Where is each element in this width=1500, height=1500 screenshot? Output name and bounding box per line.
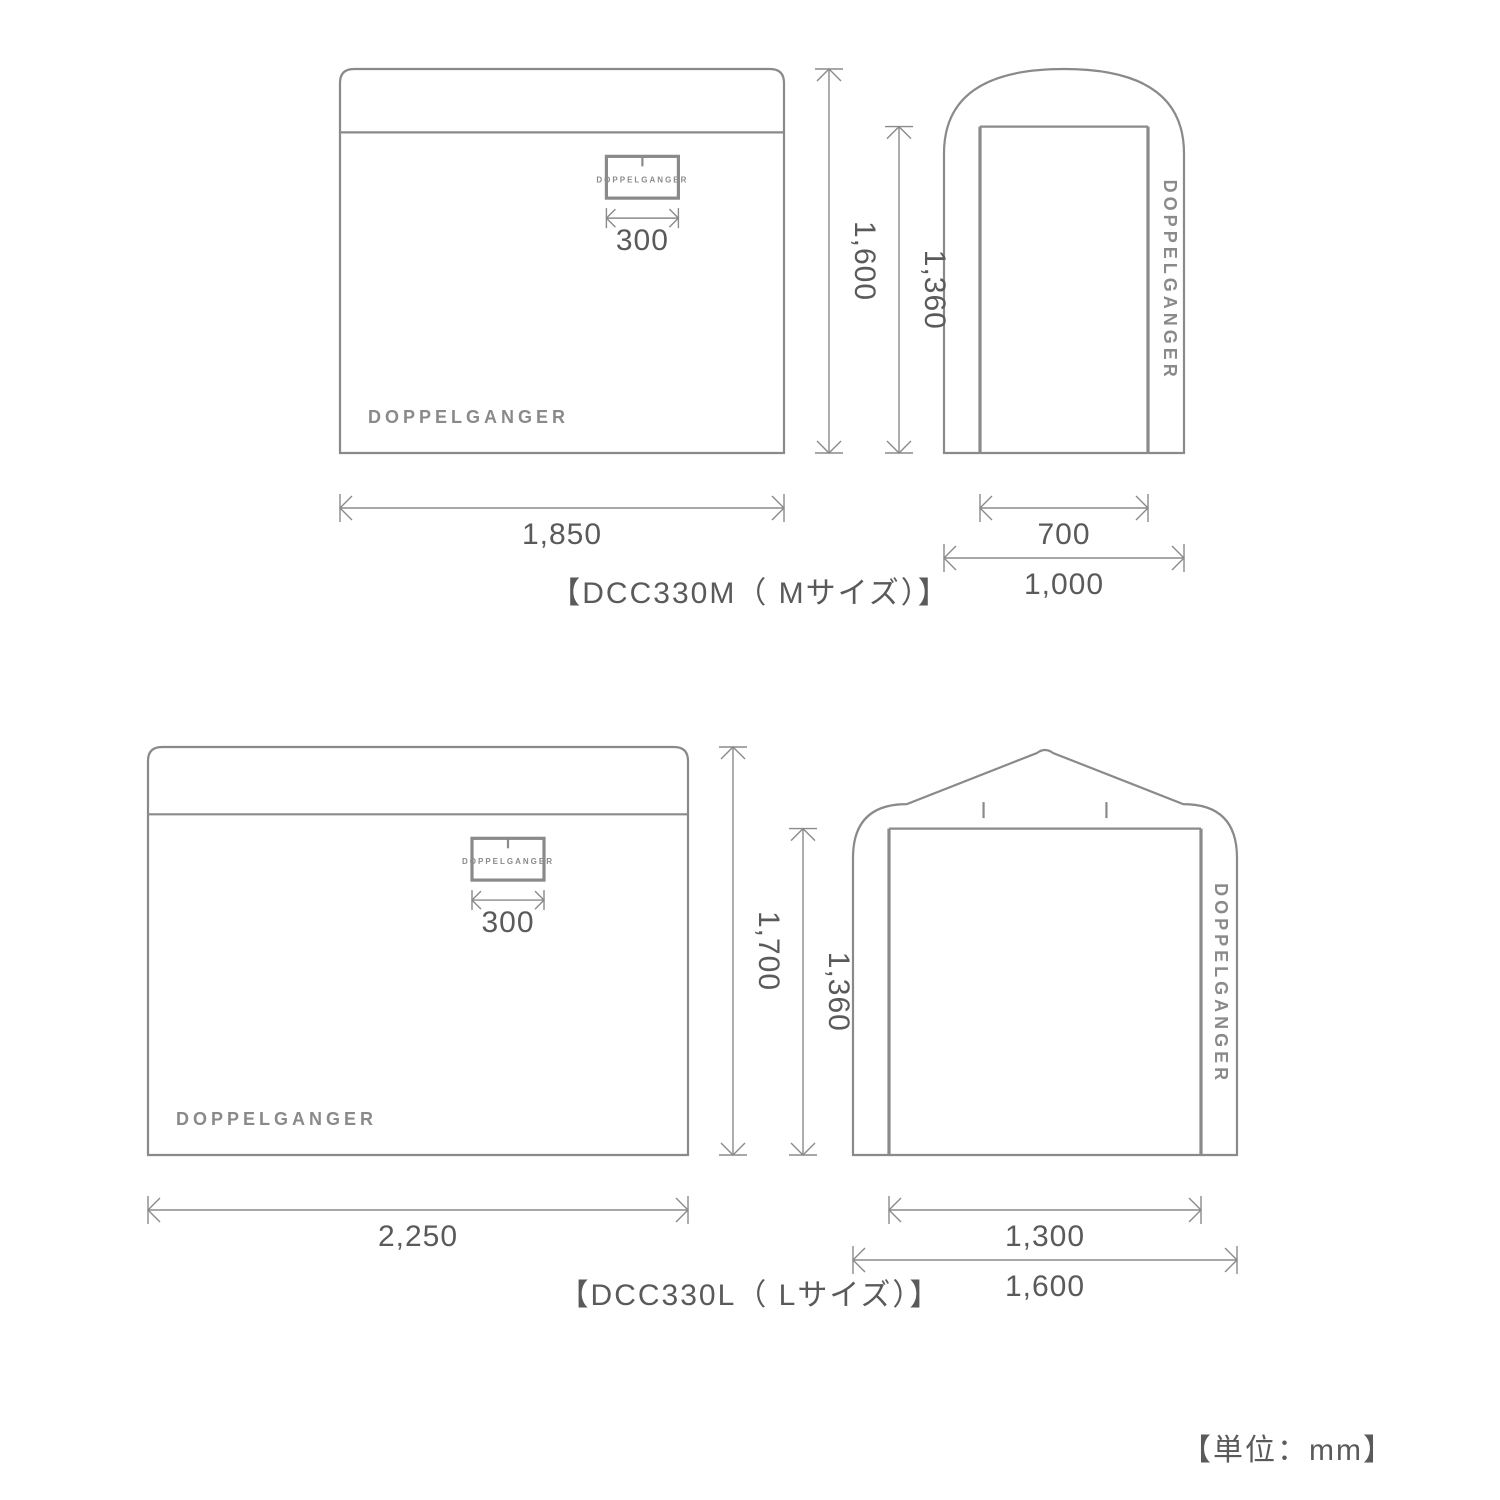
svg-text:1,700: 1,700 xyxy=(752,911,785,991)
brand-side-label: DOPPELGANGER xyxy=(368,407,569,427)
brand-window-label: DOPPELGANGER xyxy=(462,857,554,866)
svg-text:2,250: 2,250 xyxy=(378,1220,458,1253)
caption-L: 【DCC330L（ Lサイズ）】 xyxy=(559,1279,942,1312)
caption-M: 【DCC330M（ Mサイズ）】 xyxy=(550,577,949,610)
svg-text:1,850: 1,850 xyxy=(522,518,602,551)
brand-window-label: DOPPELGANGER xyxy=(596,175,688,184)
svg-text:1,360: 1,360 xyxy=(822,952,855,1032)
brand-side-label: DOPPELGANGER xyxy=(176,1109,377,1129)
svg-text:1,300: 1,300 xyxy=(1005,1220,1085,1253)
brand-front-label: DOPPELGANGER xyxy=(1211,883,1231,1084)
svg-text:700: 700 xyxy=(1037,518,1090,551)
unit-label: 【単位：mm】 xyxy=(1181,1434,1395,1467)
svg-text:1,000: 1,000 xyxy=(1024,568,1104,601)
svg-text:1,360: 1,360 xyxy=(918,250,951,330)
svg-text:1,600: 1,600 xyxy=(1005,1270,1085,1303)
svg-text:300: 300 xyxy=(481,906,534,939)
brand-front-label: DOPPELGANGER xyxy=(1160,180,1180,381)
svg-text:1,600: 1,600 xyxy=(848,221,881,301)
svg-text:300: 300 xyxy=(616,224,669,257)
